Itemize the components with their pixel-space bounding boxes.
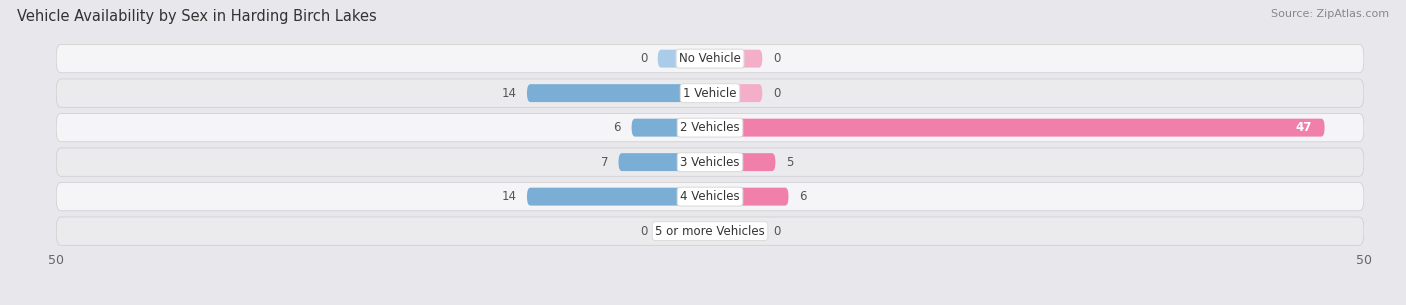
FancyBboxPatch shape xyxy=(56,217,1364,245)
Text: 5 or more Vehicles: 5 or more Vehicles xyxy=(655,224,765,238)
FancyBboxPatch shape xyxy=(56,148,1364,176)
Text: 0: 0 xyxy=(640,52,647,65)
Text: 0: 0 xyxy=(773,52,780,65)
Text: Vehicle Availability by Sex in Harding Birch Lakes: Vehicle Availability by Sex in Harding B… xyxy=(17,9,377,24)
FancyBboxPatch shape xyxy=(658,50,710,68)
Text: 6: 6 xyxy=(613,121,621,134)
FancyBboxPatch shape xyxy=(710,153,776,171)
FancyBboxPatch shape xyxy=(56,79,1364,107)
FancyBboxPatch shape xyxy=(527,188,710,206)
FancyBboxPatch shape xyxy=(56,182,1364,211)
FancyBboxPatch shape xyxy=(631,119,710,137)
FancyBboxPatch shape xyxy=(56,45,1364,73)
Text: 6: 6 xyxy=(799,190,807,203)
Text: 5: 5 xyxy=(786,156,793,169)
Text: 0: 0 xyxy=(640,224,647,238)
Text: No Vehicle: No Vehicle xyxy=(679,52,741,65)
FancyBboxPatch shape xyxy=(527,84,710,102)
Text: 47: 47 xyxy=(1295,121,1312,134)
FancyBboxPatch shape xyxy=(710,222,762,240)
Text: 4 Vehicles: 4 Vehicles xyxy=(681,190,740,203)
Text: 0: 0 xyxy=(773,87,780,100)
FancyBboxPatch shape xyxy=(710,84,762,102)
Text: Source: ZipAtlas.com: Source: ZipAtlas.com xyxy=(1271,9,1389,19)
Text: 7: 7 xyxy=(600,156,607,169)
Text: 2 Vehicles: 2 Vehicles xyxy=(681,121,740,134)
Text: 14: 14 xyxy=(502,190,516,203)
FancyBboxPatch shape xyxy=(710,119,1324,137)
FancyBboxPatch shape xyxy=(710,188,789,206)
FancyBboxPatch shape xyxy=(619,153,710,171)
Text: 14: 14 xyxy=(502,87,516,100)
FancyBboxPatch shape xyxy=(658,222,710,240)
Text: 1 Vehicle: 1 Vehicle xyxy=(683,87,737,100)
Legend: Male, Female: Male, Female xyxy=(645,302,775,305)
Text: 0: 0 xyxy=(773,224,780,238)
Text: 3 Vehicles: 3 Vehicles xyxy=(681,156,740,169)
FancyBboxPatch shape xyxy=(56,113,1364,142)
FancyBboxPatch shape xyxy=(710,50,762,68)
